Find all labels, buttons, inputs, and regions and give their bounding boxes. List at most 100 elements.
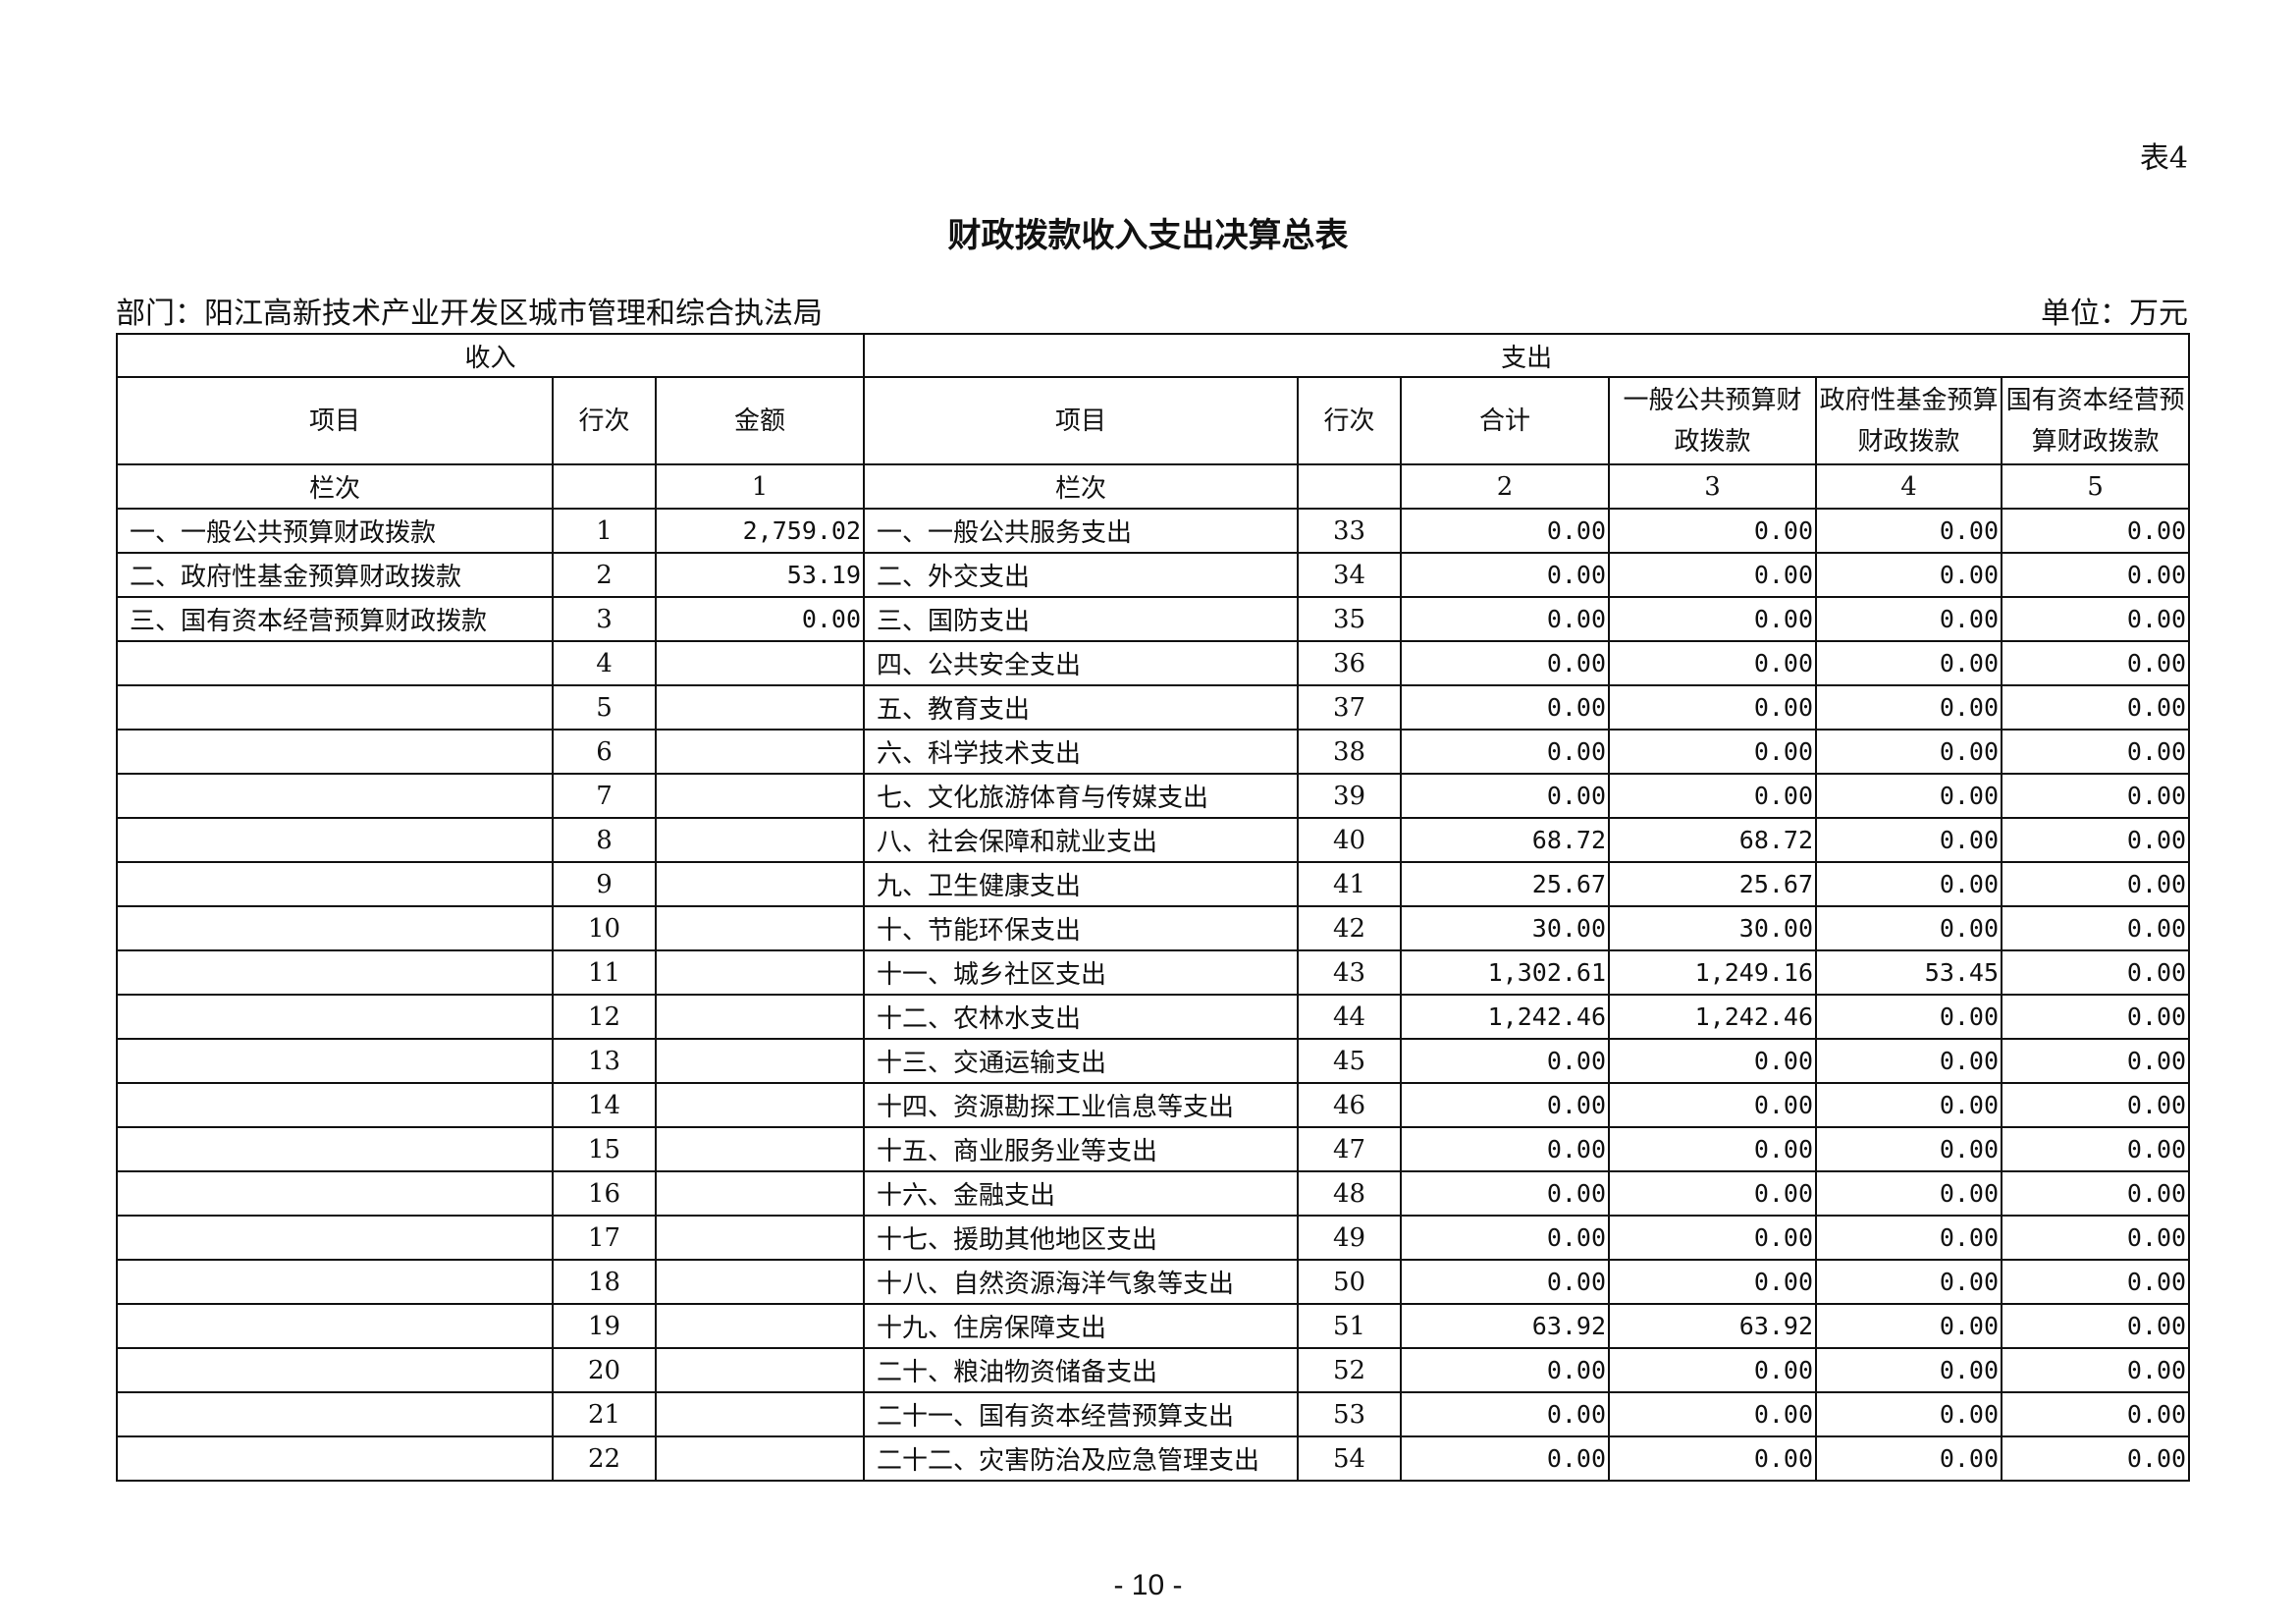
col-amount: 金额 [654,376,866,465]
income-row-no: 7 [552,773,657,819]
expense-total: 68.72 [1400,817,1611,863]
expense-item: 十六、金融支出 [863,1170,1300,1217]
income-item [116,1170,554,1217]
income-row-no: 18 [552,1259,657,1305]
expense-general: 1,249.16 [1608,949,1818,996]
expense-total: 0.00 [1400,1126,1611,1172]
expense-state: 0.00 [2001,817,2191,863]
expense-general: 0.00 [1608,1215,1818,1261]
table-row: 6 六、科学技术支出 38 0.00 0.00 0.00 0.00 [116,729,2191,775]
income-item [116,640,554,686]
table-tag: 表4 [2139,141,2188,176]
income-amount [654,949,866,996]
table-row: 18 十八、自然资源海洋气象等支出 50 0.00 0.00 0.00 0.00 [116,1259,2191,1305]
index-exp-label: 栏次 [863,463,1300,510]
income-row-no: 15 [552,1126,657,1172]
expense-total: 0.00 [1400,1215,1611,1261]
expense-fund: 0.00 [1815,905,2003,951]
income-row-no: 10 [552,905,657,951]
expense-fund: 0.00 [1815,508,2003,554]
index-total: 2 [1400,463,1611,510]
expense-state: 0.00 [2001,1082,2191,1128]
expense-state: 0.00 [2001,773,2191,819]
expense-state: 0.00 [2001,949,2191,996]
income-row-no: 21 [552,1391,657,1437]
expense-total: 1,242.46 [1400,994,1611,1040]
expense-total: 0.00 [1400,1347,1611,1393]
income-item: 三、国有资本经营预算财政拨款 [116,596,554,642]
expense-row-no: 52 [1297,1347,1403,1393]
table-row: 一、一般公共预算财政拨款 1 2,759.02 一、一般公共服务支出 33 0.00 0.0… [116,508,2191,554]
expense-general: 0.00 [1608,773,1818,819]
expense-item: 八、社会保障和就业支出 [863,817,1300,863]
income-item: 一、一般公共预算财政拨款 [116,508,554,554]
income-header: 收入 [115,333,866,378]
expense-fund: 53.45 [1815,949,2003,996]
expense-state: 0.00 [2001,1126,2191,1172]
expense-fund: 0.00 [1815,1259,2003,1305]
expense-total: 0.00 [1400,684,1611,731]
expense-general: 68.72 [1608,817,1818,863]
table-row: 19 十九、住房保障支出 51 63.92 63.92 0.00 0.00 [116,1303,2191,1349]
expense-state: 0.00 [2001,552,2191,598]
expense-total: 0.00 [1400,773,1611,819]
income-amount [654,1082,866,1128]
income-item [116,1347,554,1393]
income-amount: 2,759.02 [654,508,866,554]
table-row: 17 十七、援助其他地区支出 49 0.00 0.00 0.00 0.00 [116,1215,2191,1261]
income-row-no: 19 [552,1303,657,1349]
expense-total: 0.00 [1400,729,1611,775]
income-row-no: 9 [552,861,657,907]
income-amount: 53.19 [654,552,866,598]
index-empty [552,463,657,510]
expense-row-no: 51 [1297,1303,1403,1349]
expense-total: 25.67 [1400,861,1611,907]
expense-item: 十八、自然资源海洋气象等支出 [863,1259,1300,1305]
expense-state: 0.00 [2001,729,2191,775]
index-amount: 1 [654,463,866,510]
expense-header: 支出 [863,333,2191,378]
expense-row-no: 46 [1297,1082,1403,1128]
income-amount [654,684,866,731]
expense-item: 一、一般公共服务支出 [863,508,1300,554]
income-amount [654,994,866,1040]
expense-state: 0.00 [2001,1038,2191,1084]
income-amount [654,1303,866,1349]
income-amount [654,1391,866,1437]
expense-general: 0.00 [1608,596,1818,642]
income-row-no: 11 [552,949,657,996]
income-amount [654,1347,866,1393]
expense-item: 十一、城乡社区支出 [863,949,1300,996]
expense-state: 0.00 [2001,1215,2191,1261]
income-row-no: 6 [552,729,657,775]
table-row: 13 十三、交通运输支出 45 0.00 0.00 0.00 0.00 [116,1038,2191,1084]
table-row: 8 八、社会保障和就业支出 40 68.72 68.72 0.00 0.00 [116,817,2191,863]
expense-item: 五、教育支出 [863,684,1300,731]
expense-state: 0.00 [2001,1259,2191,1305]
income-amount [654,905,866,951]
col-general: 一般公共预算财政拨款 [1608,376,1818,465]
expense-state: 0.00 [2001,596,2191,642]
expense-total: 63.92 [1400,1303,1611,1349]
expense-item: 三、国防支出 [863,596,1300,642]
expense-row-no: 41 [1297,861,1403,907]
expense-fund: 0.00 [1815,640,2003,686]
income-item [116,1215,554,1261]
expense-row-no: 48 [1297,1170,1403,1217]
income-item [116,994,554,1040]
expense-general: 0.00 [1608,1126,1818,1172]
expense-row-no: 43 [1297,949,1403,996]
expense-fund: 0.00 [1815,1215,2003,1261]
income-row-no: 22 [552,1435,657,1482]
expense-row-no: 37 [1297,684,1403,731]
expense-fund: 0.00 [1815,684,2003,731]
income-amount [654,1038,866,1084]
income-amount [654,817,866,863]
expense-state: 0.00 [2001,684,2191,731]
expense-general: 63.92 [1608,1303,1818,1349]
expense-fund: 0.00 [1815,729,2003,775]
income-item [116,773,554,819]
income-amount [654,640,866,686]
expense-general: 1,242.46 [1608,994,1818,1040]
expense-total: 0.00 [1400,596,1611,642]
